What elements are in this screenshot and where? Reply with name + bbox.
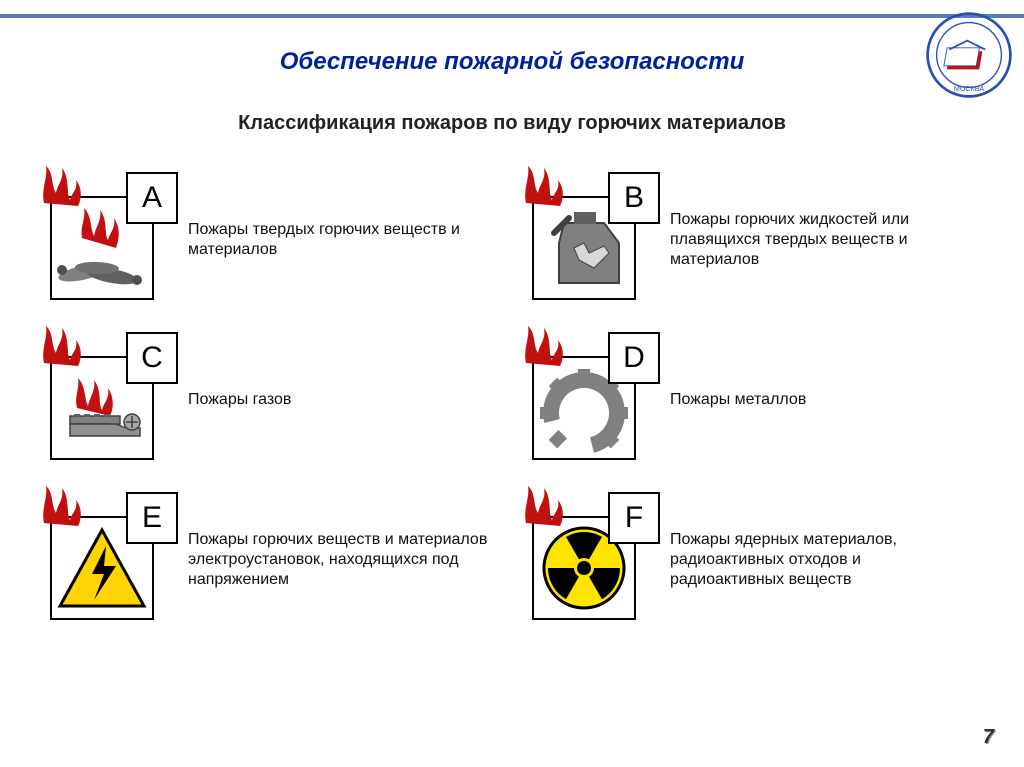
- class-description: Пожары твердых горючих веществ и материа…: [188, 220, 492, 260]
- fire-class-C: C Пожары газов: [50, 340, 492, 460]
- flames-icon: [518, 478, 568, 528]
- flames-icon: [518, 158, 568, 208]
- class-letter: A: [126, 172, 178, 224]
- class-letter: E: [126, 492, 178, 544]
- fire-class-D: D Пожары металлов: [532, 340, 974, 460]
- flames-icon: [36, 158, 86, 208]
- class-description: Пожары газов: [188, 390, 291, 410]
- class-description: Пожары горючих веществ и материалов элек…: [188, 530, 492, 590]
- fire-class-A: A Пожары твердых горючих веществ и матер…: [50, 180, 492, 300]
- class-letter: B: [608, 172, 660, 224]
- flames-icon: [36, 478, 86, 528]
- fire-class-E: E Пожары горючих веществ и материалов эл…: [50, 500, 492, 620]
- header-divider: [0, 14, 1024, 18]
- fire-class-grid: A Пожары твердых горючих веществ и матер…: [50, 180, 974, 620]
- logo-text: МОСКВА: [954, 84, 985, 93]
- page-number: 7: [983, 726, 994, 749]
- class-letter: F: [608, 492, 660, 544]
- class-letter: D: [608, 332, 660, 384]
- class-letter: C: [126, 332, 178, 384]
- class-description: Пожары горючих жидкостей или плавящихся …: [670, 210, 974, 270]
- flames-icon: [36, 318, 86, 368]
- class-description: Пожары металлов: [670, 390, 806, 410]
- flames-icon: [518, 318, 568, 368]
- fire-class-F: F Пожары ядерных материалов, радиоактивн…: [532, 500, 974, 620]
- page-title: Обеспечение пожарной безопасности: [0, 48, 1024, 76]
- page-subtitle: Классификация пожаров по виду горючих ма…: [0, 112, 1024, 135]
- class-description: Пожары ядерных материалов, радиоактивных…: [670, 530, 974, 590]
- fire-class-B: B Пожары горючих жидкостей или плавящихс…: [532, 180, 974, 300]
